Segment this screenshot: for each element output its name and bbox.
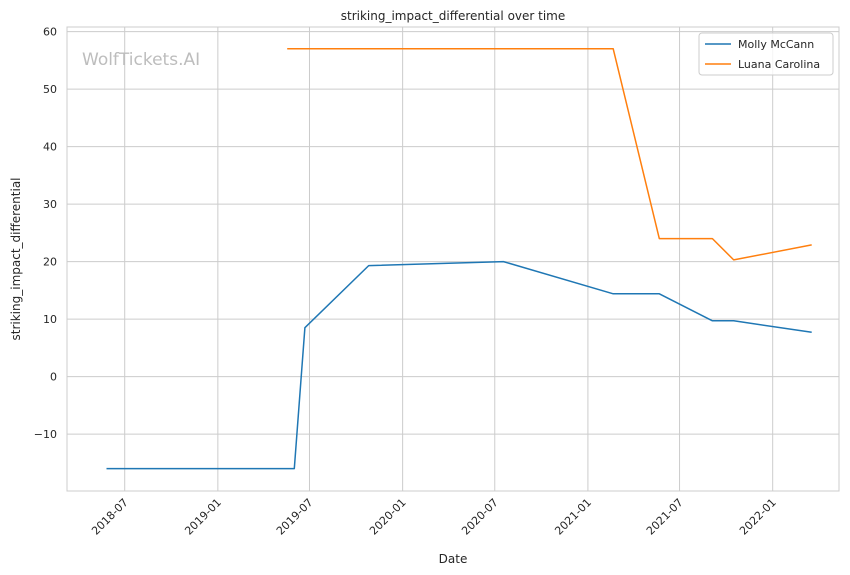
grid xyxy=(67,27,839,491)
series-line-luana-carolina xyxy=(287,48,812,261)
y-tick-label: 0 xyxy=(50,371,57,384)
legend-box xyxy=(698,32,834,76)
y-tick-label: 20 xyxy=(43,256,57,269)
plot-frame xyxy=(66,26,840,492)
legend: Molly McCann Luana Carolina xyxy=(698,32,834,76)
y-tick-label: 30 xyxy=(43,198,57,211)
series-layer xyxy=(106,48,812,470)
x-axis-label: Date xyxy=(439,552,468,566)
chart-title: striking_impact_differential over time xyxy=(341,9,566,23)
y-axis-label: striking_impact_differential xyxy=(9,177,23,340)
watermark: WolfTickets.AI xyxy=(82,50,200,70)
series-line-molly-mccann xyxy=(106,260,812,470)
legend-label-molly-mccann: Molly McCann xyxy=(738,38,814,51)
y-tick-label: 60 xyxy=(43,26,57,39)
y-tick-label: 40 xyxy=(43,141,57,154)
legend-label-luana-carolina: Luana Carolina xyxy=(738,58,820,71)
y-tick-label: 10 xyxy=(43,313,57,326)
y-tick-label: 50 xyxy=(43,83,57,96)
y-tick-label: −10 xyxy=(34,428,57,441)
